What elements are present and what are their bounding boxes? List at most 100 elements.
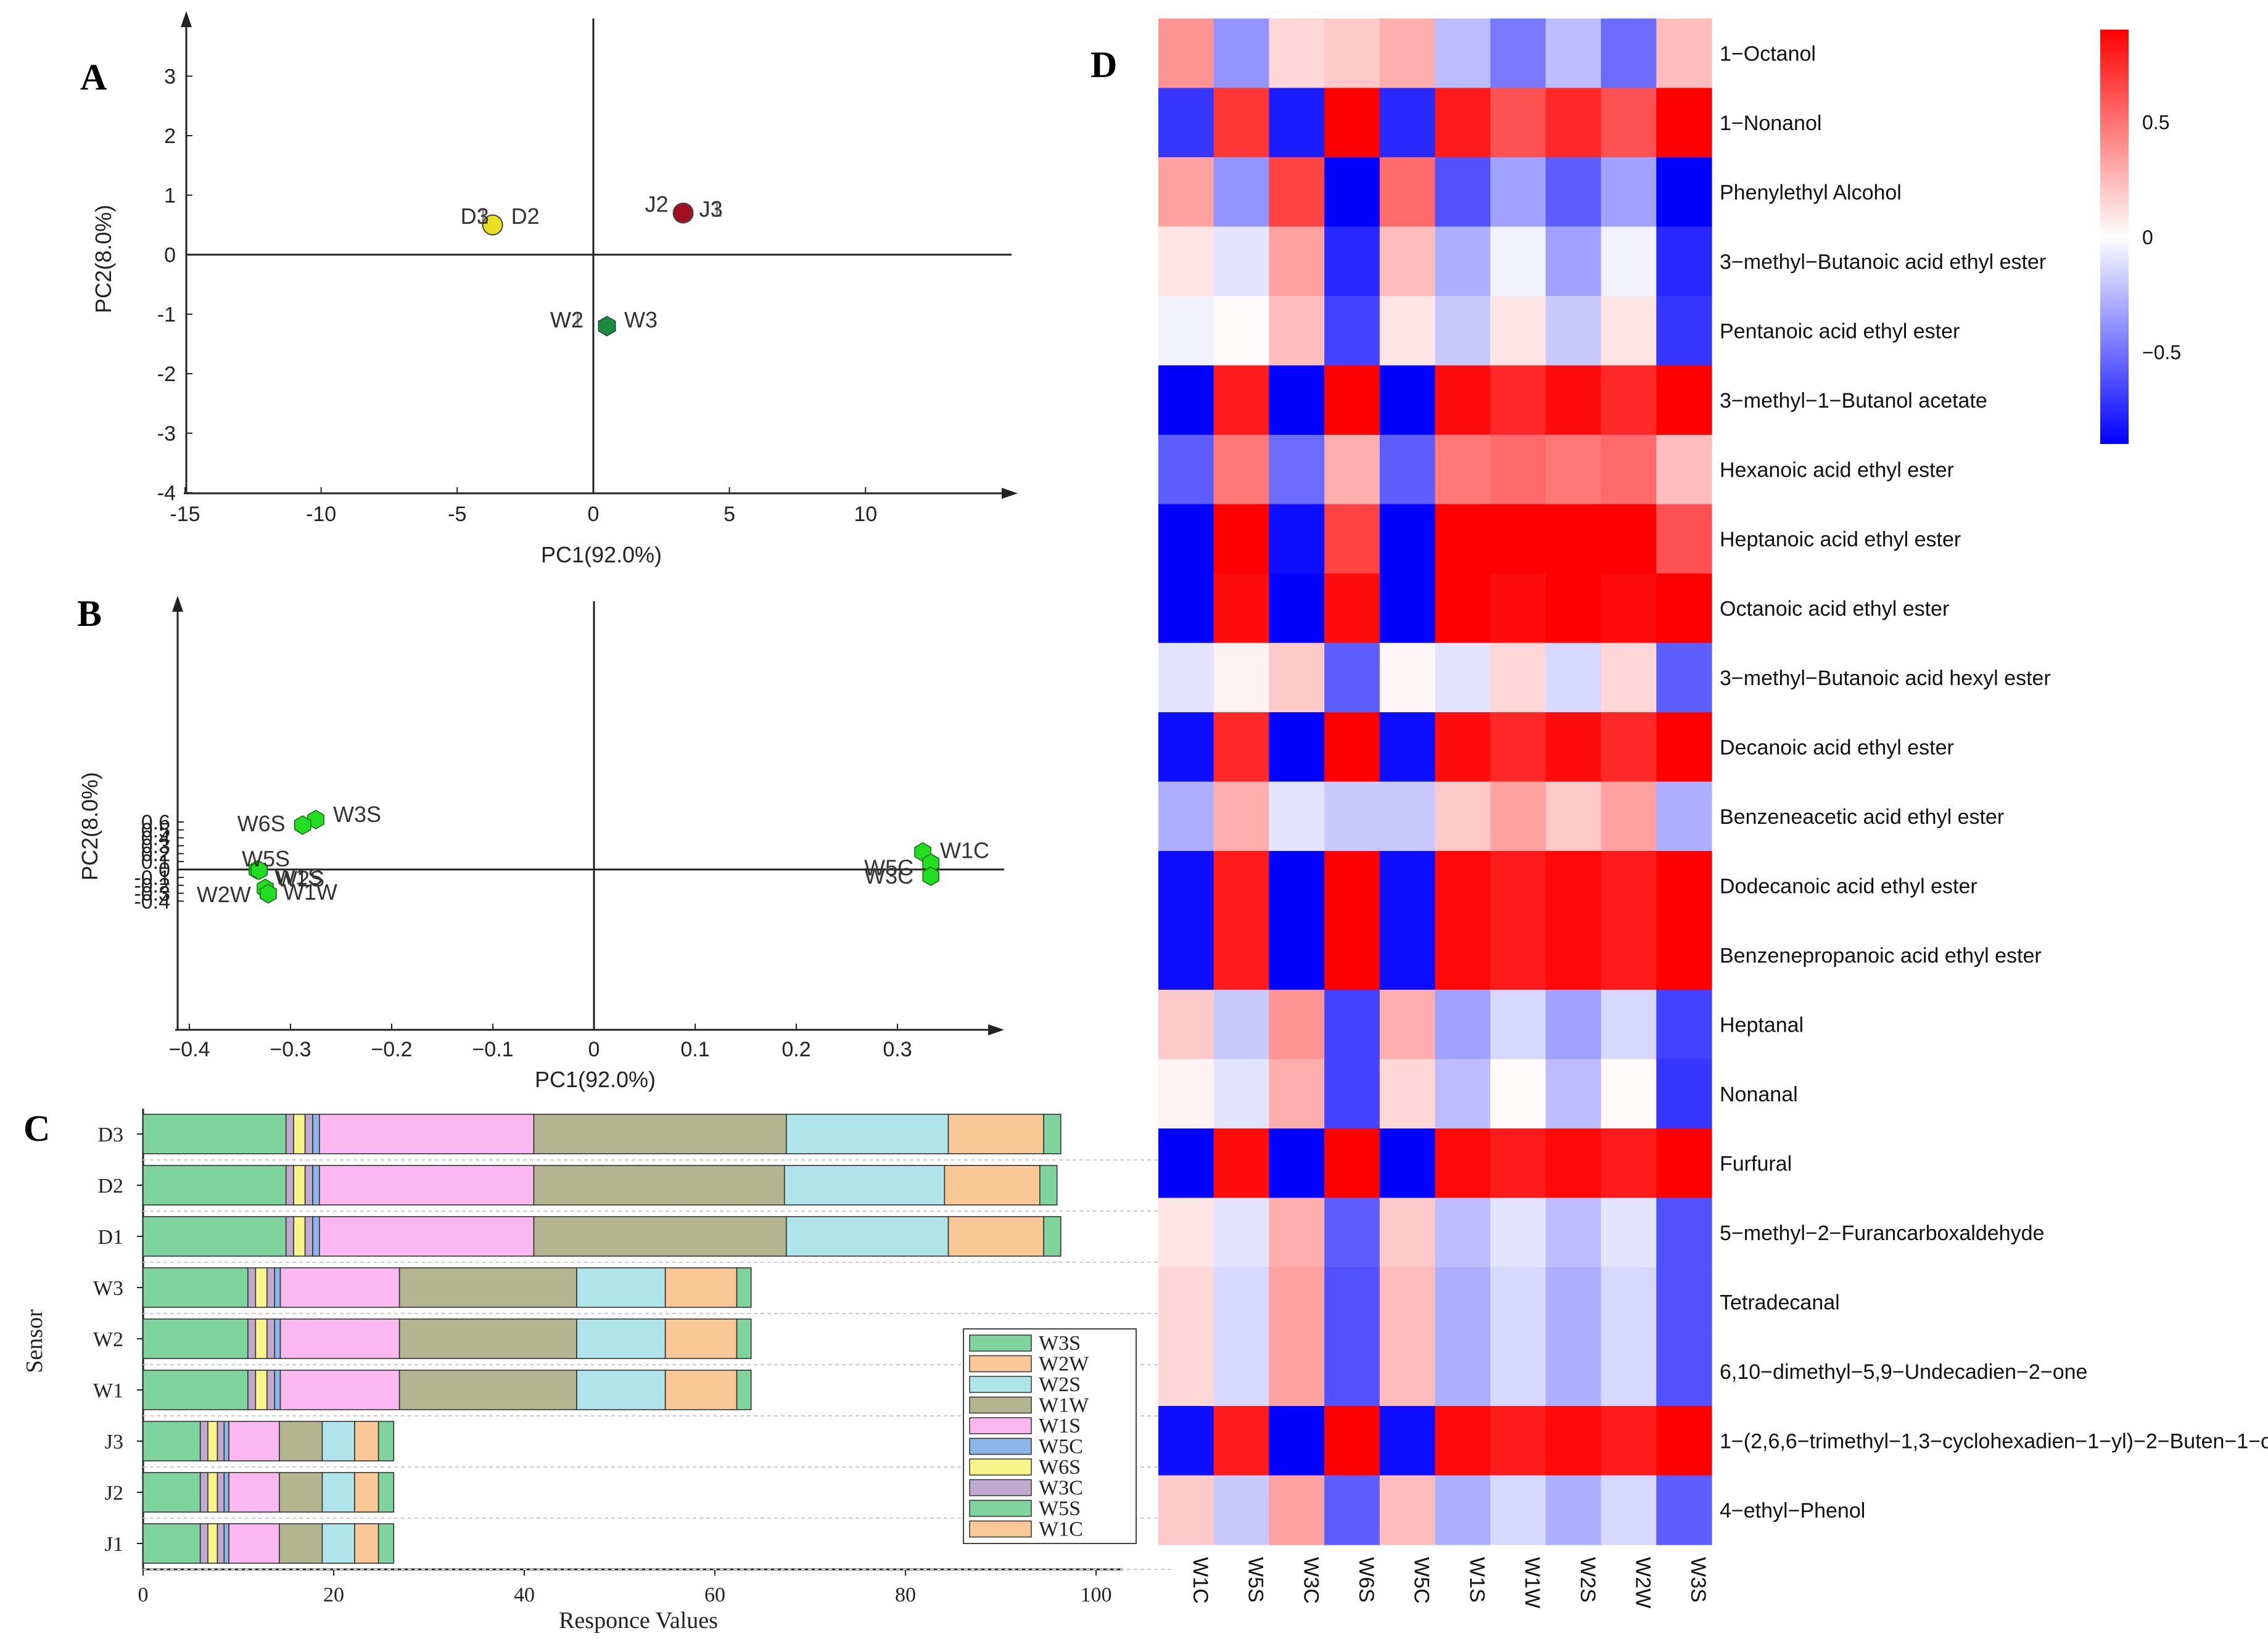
panel-d-heatmap-cell — [1158, 1406, 1214, 1476]
panel-a-ytick-label: -2 — [157, 363, 176, 386]
panel-d-heatmap-cell — [1490, 1128, 1546, 1199]
panel-b-ytick-label: -0.1 — [134, 866, 170, 890]
panel-d-heatmap-cell — [1324, 1406, 1380, 1476]
panel-d-heatmap-cell — [1379, 18, 1436, 89]
panel-d-heatmap-cell — [1324, 365, 1380, 435]
panel-d-row-label: 3−methyl−Butanoic acid hexyl ester — [1720, 667, 2051, 690]
panel-c-bar-segment-w1w — [398, 1318, 577, 1359]
panel-d-heatmap-cell — [1601, 990, 1657, 1060]
panel-c-bar-segment-w6s — [266, 1370, 276, 1410]
panel-b-ytick-label: -0.2 — [134, 874, 170, 898]
panel-c-xtick-label: 40 — [514, 1584, 535, 1606]
panel-c-bar-segment-w1c — [142, 1421, 201, 1461]
panel-d-row-label: Pentanoic acid ethyl ester — [1720, 319, 1960, 343]
panel-b-xlabel: PC1(92.0%) — [535, 1067, 656, 1092]
panel-d-heatmap-cell — [1324, 1336, 1380, 1407]
panel-d-heatmap-cell — [1213, 157, 1269, 228]
panel-d-heatmap-cell — [1435, 504, 1491, 574]
panel-d-row-label: Octanoic acid ethyl ester — [1720, 597, 1949, 620]
panel-c-legend-label: W3S — [1039, 1332, 1081, 1355]
panel-d-heatmap-cell — [1601, 1059, 1657, 1129]
panel-d-heatmap-cell — [1601, 435, 1657, 505]
panel-d-heatmap-cell — [1435, 1475, 1491, 1545]
panel-d-heatmap-cell — [1601, 851, 1657, 921]
panel-d-heatmap-cell — [1435, 1406, 1491, 1476]
panel-a-xtick-label: -15 — [170, 503, 200, 526]
panel-d-heatmap-cell — [1656, 643, 1712, 713]
panel-d-heatmap-cell — [1601, 1128, 1657, 1199]
panel-d-heatmap-cell — [1213, 712, 1269, 783]
panel-d-heatmap-cell — [1545, 1336, 1602, 1407]
panel-d-heatmap-cell — [1435, 365, 1491, 435]
panel-d-heatmap-cell — [1601, 920, 1657, 990]
panel-c-xlabel: Responce Values — [559, 1608, 718, 1634]
panel-b-label-w6s: W6S — [237, 811, 286, 836]
panel-d-heatmap-cell — [1490, 226, 1546, 297]
panel-d-row-label: 5−methyl−2−Furancarboxaldehyde — [1720, 1222, 2044, 1245]
panel-c-bar-segment-w3s — [736, 1267, 752, 1308]
panel-d-heatmap-cell — [1324, 712, 1380, 783]
panel-b-label-w1c: W1C — [940, 838, 989, 863]
panel-c-bar-segment-w2w — [354, 1523, 379, 1564]
panel-b-point-w6s — [294, 815, 311, 835]
panel-d-heatmap-cell — [1379, 1336, 1436, 1407]
panel-d-heatmap-cell — [1158, 1336, 1214, 1407]
panel-d-heatmap-cell — [1213, 1406, 1269, 1476]
panel-d-heatmap-cell — [1324, 990, 1380, 1060]
panel-d-row-label: Dodecanoic acid ethyl ester — [1720, 874, 1977, 898]
panel-d-heatmap-cell — [1158, 1128, 1214, 1199]
panel-c-bar-segment-w2w — [664, 1267, 738, 1308]
panel-c-category-label: D1 — [97, 1226, 123, 1249]
panel-d-heatmap-cell — [1545, 365, 1602, 435]
panel-d-col-label: W3S — [1686, 1557, 1710, 1603]
panel-c-bar-segment-w2w — [664, 1370, 738, 1410]
panel-d-colorbar-tick-label: −0.5 — [2142, 342, 2181, 364]
panel-d-heatmap-cell — [1490, 18, 1546, 89]
panel-c-bar-segment-w3s — [1043, 1114, 1062, 1154]
panel-d-col-label: W1W — [1520, 1557, 1544, 1608]
panel-b-xtick-label: −0.3 — [270, 1038, 311, 1061]
panel-d-heatmap-cell — [1269, 712, 1325, 783]
panel-c-category-label: W3 — [93, 1277, 123, 1300]
panel-c-bar-segment-w6s — [304, 1114, 313, 1154]
panel-a-scatter: A PC1(92.0%) PC2(8.0%) -15 -10 -5 0 5 103210-… — [80, 11, 1018, 567]
panel-d-heatmap-cell — [1545, 573, 1602, 644]
panel-d-heatmap-cell — [1158, 920, 1214, 990]
panel-a-bottom-axis-arrow — [1002, 488, 1018, 499]
panel-d-heatmap-cell — [1213, 990, 1269, 1060]
panel-d-heatmap-cell — [1269, 88, 1325, 158]
panel-a-label-j3: J3 — [699, 196, 723, 221]
panel-d-heatmap-cell — [1545, 781, 1602, 852]
panel-d-heatmap-cell — [1213, 88, 1269, 158]
panel-c-bar-segment-w3c — [293, 1216, 306, 1257]
panel-d-heatmap-cell — [1324, 157, 1380, 228]
panel-c-bar-segment-w5c — [223, 1421, 229, 1461]
panel-c-legend-label: W6S — [1039, 1456, 1081, 1479]
panel-d-heatmap-cell — [1269, 1198, 1325, 1268]
panel-a-label-d3: D3 — [461, 203, 489, 229]
panel-c-bar-segment-w6s — [216, 1523, 225, 1564]
panel-b-point-w2s — [250, 860, 268, 881]
panel-d-heatmap-cell — [1379, 435, 1436, 505]
panel-c-bar-segment-w2s — [576, 1370, 666, 1410]
panel-c-bar-segment-w1s — [228, 1421, 280, 1461]
panel-d-heatmap-cell — [1379, 1267, 1436, 1338]
panel-c-xtick-label: 20 — [323, 1584, 344, 1606]
panel-d-heatmap-cell — [1158, 1198, 1214, 1268]
panel-d-heatmap-cell — [1490, 1198, 1546, 1268]
panel-d-row-label: Decanoic acid ethyl ester — [1720, 736, 1954, 759]
panel-d-heatmap-cell — [1269, 1059, 1325, 1129]
panel-b-label-w2w: W2W — [197, 882, 251, 907]
panel-c-bar-segment-w5c — [223, 1472, 229, 1513]
panel-c-bar-segment-w3s — [1039, 1165, 1058, 1206]
panel-d-heatmap-cell — [1656, 157, 1712, 228]
panel-c-legend-swatch — [969, 1500, 1032, 1517]
panel-d-heatmap-cell — [1379, 88, 1436, 158]
panel-d-heatmap-cell — [1601, 1198, 1657, 1268]
panel-d-heatmap-cell — [1379, 1128, 1436, 1199]
panel-d-heatmap-cell — [1158, 712, 1214, 783]
panel-d-heatmap-cell — [1158, 643, 1214, 713]
panel-d-row-label: 6,10−dimethyl−5,9−Undecadien−2−one — [1720, 1360, 2087, 1384]
panel-d-row-label: Tetradecanal — [1720, 1291, 1840, 1314]
